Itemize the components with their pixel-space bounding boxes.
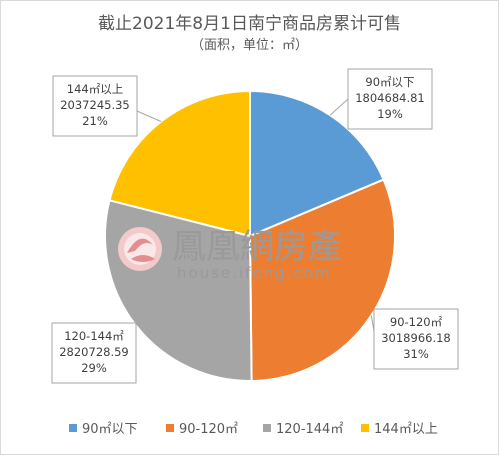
- watermark-brand-url: house.ifeng.com: [177, 264, 332, 282]
- chart-subtitle: （面积，单位：㎡）: [190, 38, 308, 53]
- data-label-box: [347, 68, 433, 130]
- leader-line: [329, 98, 349, 116]
- data-label-category: 144㎡以上: [67, 82, 123, 96]
- watermark-logo-icon: [118, 227, 162, 271]
- data-label-percent: 21%: [82, 114, 108, 128]
- pie-slice: [248, 178, 396, 383]
- legend-label: 90-120㎡: [179, 422, 238, 437]
- data-labels: 90㎡以下 1804684.81 19% 90-120㎡ 3018966.18 31% 12…: [51, 68, 459, 384]
- data-label-value: 2820728.59: [59, 345, 129, 359]
- legend-label: 120-144㎡: [276, 422, 343, 437]
- legend-swatch: [166, 424, 174, 432]
- data-label-box: [373, 308, 459, 370]
- data-label-percent: 19%: [377, 107, 403, 121]
- data-label-value: 2037245.35: [60, 98, 130, 112]
- data-label-percent: 29%: [81, 361, 107, 375]
- data-label-box: [52, 75, 138, 137]
- legend-swatch: [361, 424, 369, 432]
- data-label-category: 90-120㎡: [390, 315, 443, 329]
- data-label-box: [51, 322, 137, 384]
- pie-slice: [249, 89, 385, 238]
- watermark-brand-cn: 鳳凰網房產: [172, 227, 342, 267]
- legend-swatch: [69, 424, 77, 432]
- data-label-percent: 31%: [403, 347, 429, 361]
- watermark: 鳳凰網房產 house.ifeng.com: [118, 227, 342, 282]
- legend: 90㎡以下 90-120㎡ 120-144㎡ 144㎡以上: [69, 422, 438, 437]
- data-label-value: 1804684.81: [355, 91, 425, 105]
- legend-label: 90㎡以下: [82, 422, 138, 437]
- legend-label: 144㎡以上: [374, 422, 438, 437]
- chart-title: 截止2021年8月1日南宁商品房累计可售: [98, 14, 401, 34]
- data-label-category: 90㎡以下: [365, 75, 414, 89]
- legend-swatch: [263, 424, 271, 432]
- leader-line: [136, 110, 162, 122]
- data-label-value: 3018966.18: [381, 331, 451, 345]
- data-label-category: 120-144㎡: [64, 329, 124, 343]
